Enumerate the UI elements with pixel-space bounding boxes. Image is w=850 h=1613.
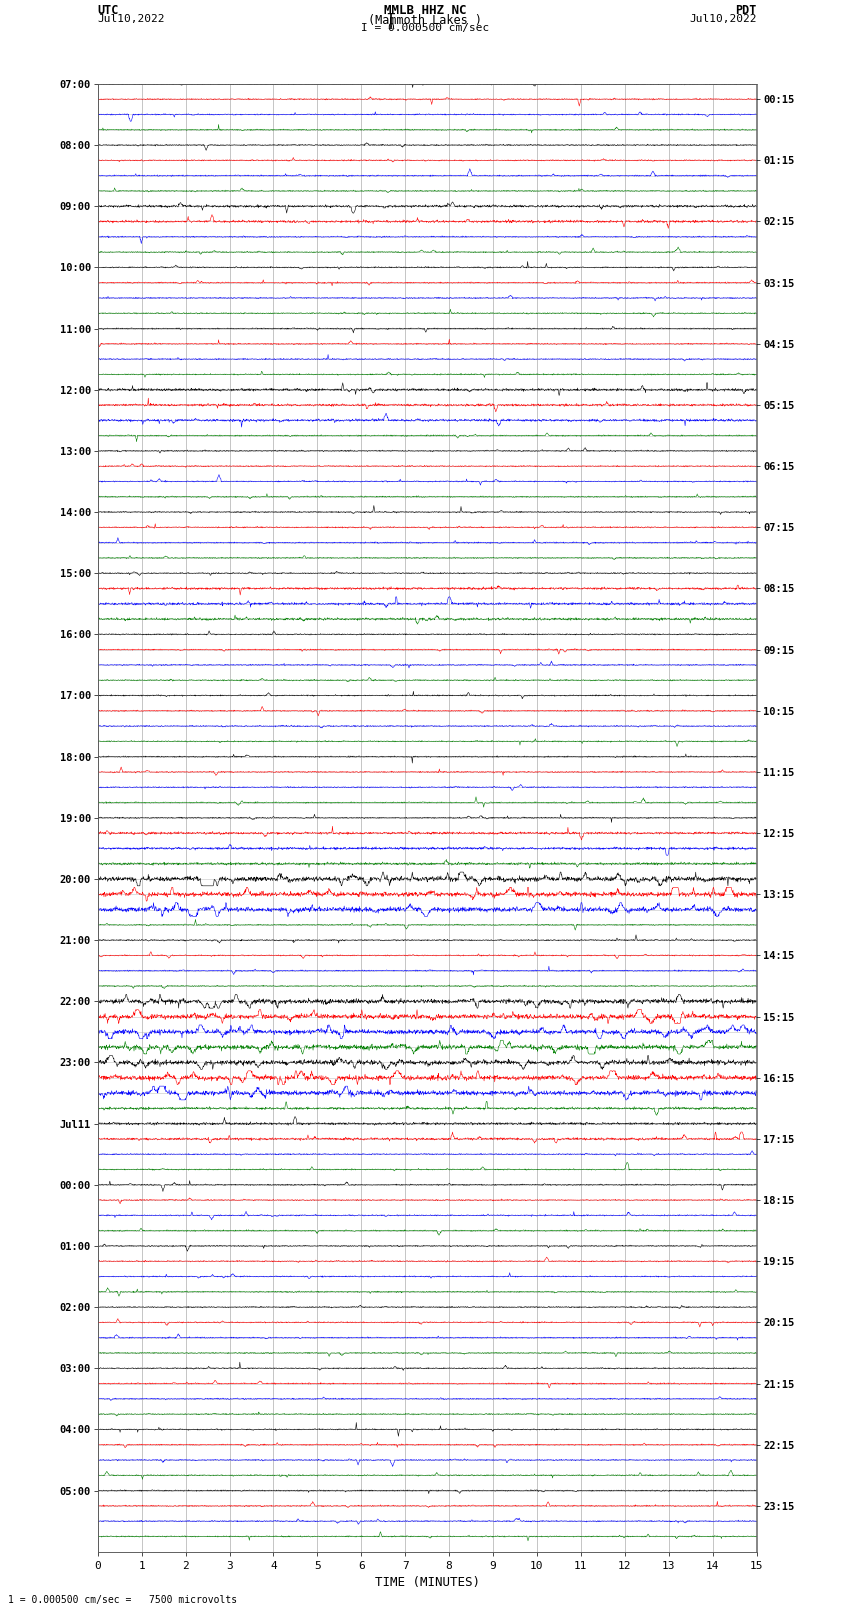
Text: I = 0.000500 cm/sec: I = 0.000500 cm/sec	[361, 24, 489, 34]
Text: MMLB HHZ NC: MMLB HHZ NC	[383, 5, 467, 18]
Text: Jul10,2022: Jul10,2022	[689, 13, 756, 24]
Text: (Mammoth Lakes ): (Mammoth Lakes )	[368, 13, 482, 27]
Text: PDT: PDT	[735, 5, 756, 18]
Text: UTC: UTC	[98, 5, 119, 18]
Text: 1 = 0.000500 cm/sec =   7500 microvolts: 1 = 0.000500 cm/sec = 7500 microvolts	[8, 1595, 238, 1605]
X-axis label: TIME (MINUTES): TIME (MINUTES)	[375, 1576, 479, 1589]
Text: Jul10,2022: Jul10,2022	[98, 13, 165, 24]
